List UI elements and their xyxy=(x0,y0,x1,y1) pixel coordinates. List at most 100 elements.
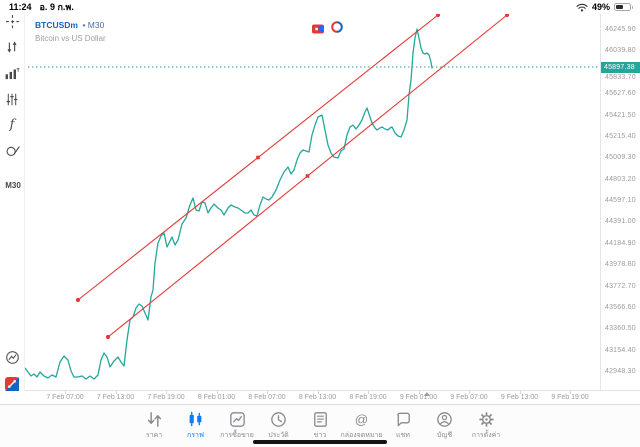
time-axis-tick-mark xyxy=(267,391,268,394)
time-axis-tick-mark xyxy=(115,391,117,394)
price-line xyxy=(24,28,433,380)
objects-tool-button[interactable] xyxy=(3,38,21,56)
battery-percent: 49% xyxy=(591,2,610,12)
tab-mailbox-news-label: ข่าว xyxy=(313,432,327,439)
price-axis-tick: 44597.10 xyxy=(605,197,636,204)
time-axis-tick-mark xyxy=(368,391,369,394)
channel-midpoint-handle xyxy=(305,174,310,178)
tab-chat[interactable]: แชท xyxy=(382,405,424,447)
time-axis-tick: 8 Feb 01:00 xyxy=(197,394,236,401)
time-axis-tick: 9 Feb 13:00 xyxy=(500,394,539,401)
price-axis-tick: 46245.90 xyxy=(605,26,636,33)
tab-mailbox[interactable]: @ กล่องจดหมาย xyxy=(340,405,383,447)
svg-text:@: @ xyxy=(355,412,369,427)
clock-icon xyxy=(271,412,286,427)
time-axis-tick-mark xyxy=(469,391,470,394)
time-axis[interactable]: 7 Feb 07:00 7 Feb 13:00 7 Feb 19:00 8 Feb 0… xyxy=(25,390,640,406)
svg-text:f: f xyxy=(9,118,17,133)
channel-endpoint-handle xyxy=(105,334,111,340)
price-axis-tick: 45627.60 xyxy=(605,90,636,98)
price-axis-tick: 45421.50 xyxy=(605,111,636,119)
time-axis-tick-mark xyxy=(519,391,521,394)
functions-tool-button[interactable]: f xyxy=(3,115,21,133)
price-axis-tick: 42948.30 xyxy=(605,368,636,375)
time-axis-tick-mark xyxy=(570,391,571,394)
tab-chat-label: แชท xyxy=(396,432,410,439)
one-click-trading-icon[interactable] xyxy=(5,377,19,396)
time-axis-tick: 8 Feb 13:00 xyxy=(298,394,337,401)
price-axis-tick: 44391.00 xyxy=(605,218,636,226)
symbol-name: BTCUSDm xyxy=(35,20,78,30)
tab-settings[interactable]: การตั้งค่า xyxy=(465,405,507,447)
status-bar: 11:24 อ. 9 ก.พ. 49% xyxy=(0,0,640,14)
tab-account[interactable]: บัญชี xyxy=(424,405,466,447)
current-bar-marker xyxy=(423,392,430,396)
price-axis-tick: 43978.80 xyxy=(605,261,636,269)
time-axis-tick-mark xyxy=(317,391,319,394)
price-axis-tick: 43566.60 xyxy=(605,303,636,311)
price-axis-tick: 45215.40 xyxy=(605,132,636,140)
time-axis-tick-mark xyxy=(216,391,218,394)
symbol-description: Bitcoin vs US Dollar xyxy=(35,34,106,44)
wifi-icon xyxy=(576,3,588,11)
tab-chart-label: กราฟ xyxy=(187,432,204,439)
time-axis-tick: 9 Feb 19:00 xyxy=(551,394,589,401)
tab-mailbox-label: กล่องจดหมาย xyxy=(340,432,383,439)
trend-channel-handles[interactable] xyxy=(75,12,510,340)
tab-account-label: บัญชี xyxy=(436,432,453,439)
price-axis-tick: 43360.50 xyxy=(605,325,636,333)
chat-bubble-icon xyxy=(396,412,410,427)
tab-history-label: ประวัติ xyxy=(268,432,289,439)
arrows-updown-icon xyxy=(147,412,161,427)
status-date: อ. 9 ก.พ. xyxy=(39,2,74,12)
price-axis-tick: 43154.40 xyxy=(605,346,636,354)
sidebar-timeframe-label[interactable]: M30 xyxy=(5,181,21,190)
symbol-header[interactable]: BTCUSDm • M30 Bitcoin vs US Dollar xyxy=(35,15,106,44)
channel-endpoint-handle xyxy=(75,297,81,303)
bottom-toolbar: ราคา กราฟ การซื้อขาย ประวัติ ข่าว @ xyxy=(0,404,640,447)
tab-trade-label: การซื้อขาย xyxy=(220,432,254,439)
sessions-clock-icon[interactable] xyxy=(331,20,343,38)
current-price-tag: 45897.38 xyxy=(601,61,640,73)
tab-quotes-label: ราคา xyxy=(145,432,163,439)
time-axis-tick: 7 Feb 07:00 xyxy=(46,394,84,401)
time-axis-tick-mark xyxy=(65,391,66,394)
time-axis-tick-mark xyxy=(166,391,167,394)
candlestick-icon xyxy=(189,411,202,427)
time-axis-tick: 8 Feb 07:00 xyxy=(248,394,286,401)
price-axis-tick: 44803.20 xyxy=(605,175,636,183)
account-icon xyxy=(437,412,452,427)
at-sign-icon: @ xyxy=(355,412,369,427)
market-pulse-icon[interactable] xyxy=(5,350,20,370)
time-axis-tick: 9 Feb 01:00 xyxy=(399,394,438,401)
battery-icon xyxy=(614,3,633,11)
gear-icon xyxy=(478,412,494,427)
price-axis-tick: 46039.80 xyxy=(605,47,636,55)
indicators-tool-button[interactable] xyxy=(3,64,21,82)
trade-chart-icon xyxy=(229,412,245,427)
crosshair-tool-button[interactable] xyxy=(3,12,21,30)
tab-quotes[interactable]: ราคา xyxy=(133,405,175,447)
price-axis-tick: 43772.70 xyxy=(605,282,636,290)
tab-settings-label: การตั้งค่า xyxy=(471,432,501,439)
chart-tools-sidebar: f M30 xyxy=(0,14,25,391)
time-axis-tick-mark xyxy=(418,391,420,394)
chart-settings-tool-button[interactable] xyxy=(3,90,21,108)
news-icon xyxy=(313,412,327,427)
home-indicator[interactable] xyxy=(253,440,387,444)
status-time: 11:24 xyxy=(9,2,32,12)
time-axis-tick: 9 Feb 07:00 xyxy=(450,394,488,401)
price-axis[interactable]: 45897.38 46245.90 46039.80 45833.70 45627.6… xyxy=(600,14,640,391)
tab-history[interactable]: ประวัติ xyxy=(258,405,300,447)
channel-midpoint-handle xyxy=(256,155,260,160)
symbol-timeframe: • M30 xyxy=(82,20,105,30)
tab-news[interactable]: ข่าว xyxy=(299,405,341,447)
tab-chart[interactable]: กราฟ xyxy=(175,405,217,447)
price-axis-tick: 45009.30 xyxy=(605,154,636,162)
time-axis-tick: 7 Feb 19:00 xyxy=(147,394,185,401)
objects-badge-icon[interactable] xyxy=(312,21,325,39)
tab-trade[interactable]: การซื้อขาย xyxy=(216,405,258,447)
draw-objects-tool-button[interactable] xyxy=(3,141,21,159)
time-axis-tick: 8 Feb 19:00 xyxy=(349,394,387,401)
